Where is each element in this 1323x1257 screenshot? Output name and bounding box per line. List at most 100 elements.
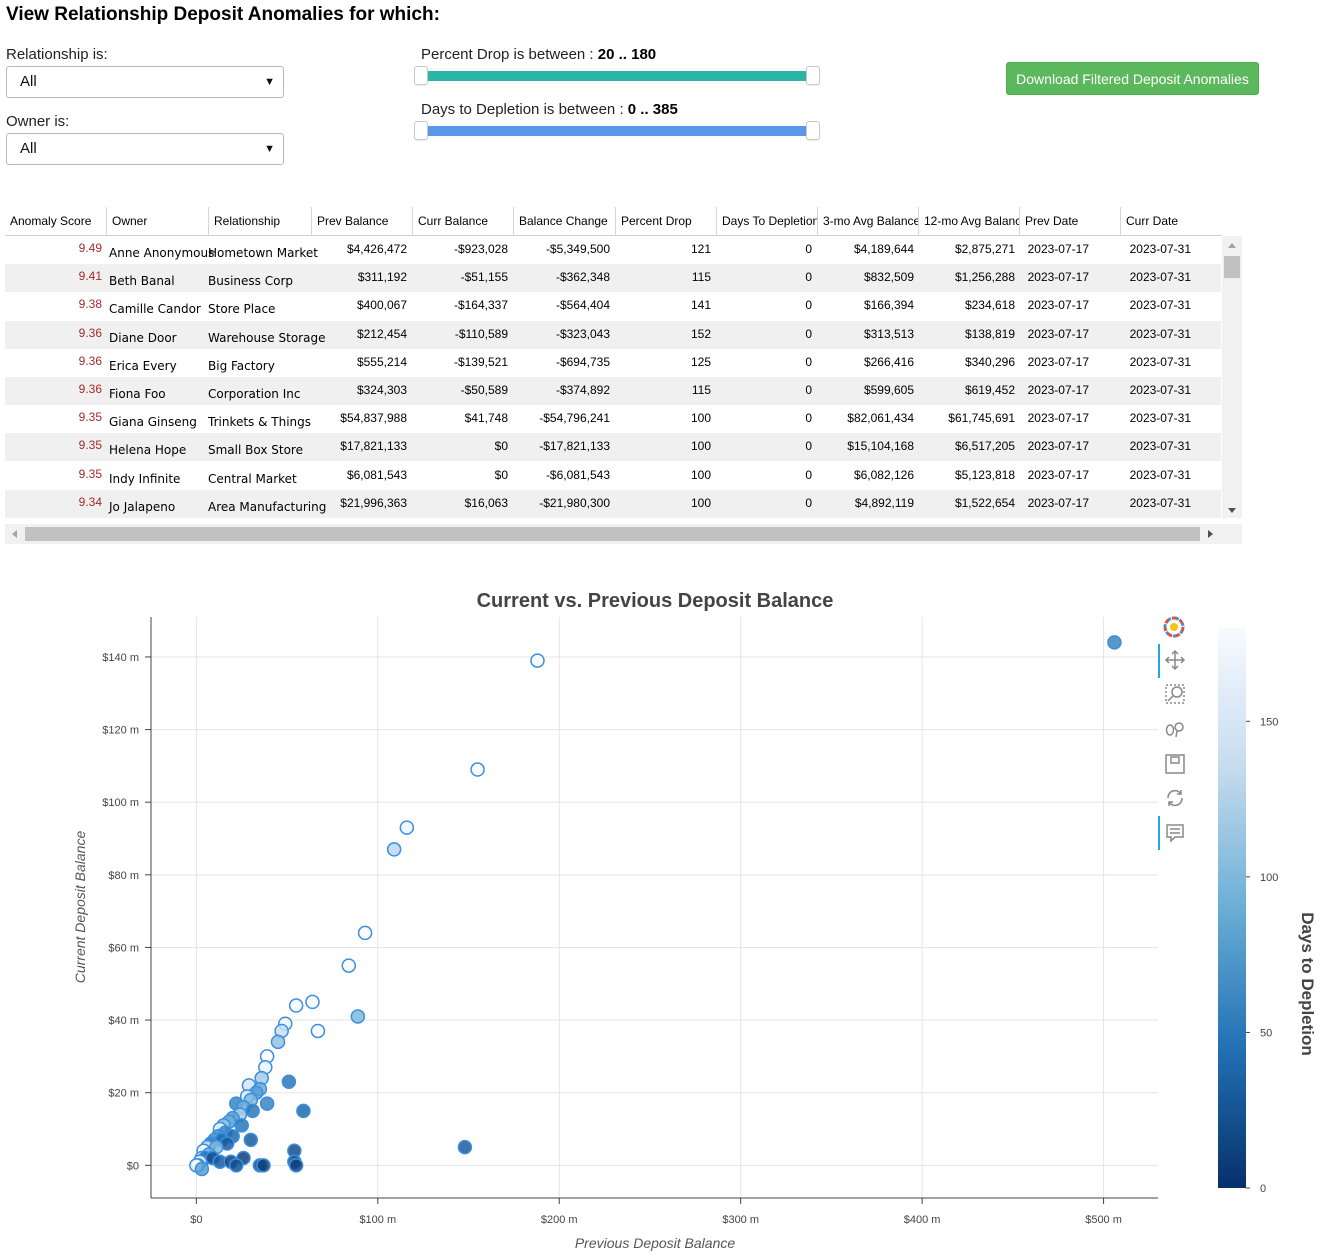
days-depletion-max-handle[interactable] bbox=[806, 121, 820, 140]
scatter-point[interactable] bbox=[310, 1023, 326, 1039]
cell-days-to-depletion: 0 bbox=[805, 270, 812, 285]
scroll-down-icon[interactable] bbox=[1228, 508, 1236, 513]
table-row[interactable]: 9.35 Indy Infinite Central Market $6,081,54… bbox=[5, 462, 1221, 490]
scatter-point[interactable] bbox=[281, 1074, 297, 1090]
scroll-up-icon[interactable] bbox=[1228, 243, 1236, 248]
cell-curr-date: 2023-07-31 bbox=[1129, 439, 1191, 454]
vertical-scroll-thumb[interactable] bbox=[1224, 256, 1240, 278]
scatter-point[interactable] bbox=[194, 1161, 210, 1177]
scatter-point[interactable] bbox=[1107, 635, 1122, 650]
column-header[interactable]: Relationship bbox=[208, 207, 311, 235]
percent-drop-slider[interactable] bbox=[414, 65, 822, 87]
column-header[interactable]: 3-mo Avg Balance bbox=[817, 207, 918, 235]
x-tick-label: $300 m bbox=[722, 1214, 759, 1226]
scatter-point[interactable] bbox=[530, 653, 545, 668]
scatter-point[interactable] bbox=[288, 998, 304, 1013]
column-header[interactable]: Curr Date bbox=[1120, 207, 1222, 235]
scatter-point[interactable] bbox=[470, 762, 485, 777]
save-icon[interactable] bbox=[1165, 754, 1185, 774]
scatter-point[interactable] bbox=[386, 842, 402, 857]
horizontal-scrollbar[interactable] bbox=[5, 524, 1242, 544]
table-row[interactable]: 9.36 Erica Every Big Factory $555,214 -$139,… bbox=[5, 349, 1221, 377]
cell-days-to-depletion: 0 bbox=[805, 354, 812, 369]
scatter-point[interactable] bbox=[305, 994, 320, 1010]
days-depletion-min-handle[interactable] bbox=[414, 121, 428, 140]
column-header[interactable]: Balance Change bbox=[513, 207, 615, 235]
days-depletion-slider[interactable] bbox=[414, 120, 822, 142]
scatter-point[interactable] bbox=[357, 925, 373, 941]
column-header[interactable]: Percent Drop bbox=[615, 207, 716, 235]
reset-icon[interactable] bbox=[1167, 789, 1183, 807]
cell-relationship: Central Market bbox=[208, 471, 297, 486]
scatter-point[interactable] bbox=[296, 1103, 311, 1119]
column-header[interactable]: Days To Depletion bbox=[716, 207, 817, 235]
wheel-zoom-icon[interactable] bbox=[1165, 722, 1184, 738]
bokeh-logo-icon[interactable] bbox=[1163, 616, 1185, 638]
scatter-point[interactable] bbox=[234, 1118, 249, 1133]
cell-prev-date: 2023-07-17 bbox=[1027, 495, 1089, 510]
percent-drop-min-handle[interactable] bbox=[414, 66, 428, 85]
cell-curr-date: 2023-07-31 bbox=[1129, 495, 1191, 510]
table-row[interactable]: 9.49 Anne Anonymous Hometown Market $4,426,… bbox=[5, 236, 1221, 264]
colorbar-ticks: 0 50 100 150 bbox=[1246, 716, 1278, 1195]
relationship-select[interactable]: All ▼ bbox=[6, 66, 284, 98]
scatter-point[interactable] bbox=[245, 1103, 260, 1119]
download-filtered-anomalies-button[interactable]: Download Filtered Deposit Anomalies bbox=[1006, 62, 1259, 95]
cell-curr-balance: $0 bbox=[494, 467, 508, 482]
cell-curr-date: 2023-07-31 bbox=[1129, 383, 1191, 397]
table-row[interactable]: 9.35 Helena Hope Small Box Store $17,821,13… bbox=[5, 433, 1221, 462]
scatter-point[interactable] bbox=[229, 1158, 244, 1173]
table-row[interactable]: 9.41 Beth Banal Business Corp $311,192 -$51,… bbox=[5, 264, 1221, 293]
table-row[interactable]: 9.34 Jo Jalapeno Area Manufacturing $21,996… bbox=[5, 489, 1221, 518]
cell-percent-drop: 100 bbox=[690, 495, 711, 510]
column-header[interactable]: Prev Balance bbox=[311, 207, 412, 235]
table-row[interactable]: 9.38 Camille Candor Store Place $400,067 -$1… bbox=[5, 292, 1221, 320]
plot-area[interactable] bbox=[151, 617, 1158, 1198]
cell-owner: Diane Door bbox=[109, 330, 177, 345]
horizontal-scroll-thumb[interactable] bbox=[25, 527, 1200, 541]
chart-toolbar bbox=[1158, 616, 1186, 850]
cell-curr-date: 2023-07-31 bbox=[1129, 270, 1191, 285]
x-axis-label: Previous Deposit Balance bbox=[575, 1235, 736, 1251]
cell-days-to-depletion: 0 bbox=[805, 495, 812, 510]
hover-tooltip-icon[interactable] bbox=[1166, 824, 1184, 843]
scatter-point[interactable] bbox=[341, 958, 357, 973]
cell-prev-balance: $324,303 bbox=[356, 383, 407, 397]
y-tick-label: $120 m bbox=[102, 725, 139, 737]
scatter-point[interactable] bbox=[243, 1132, 259, 1148]
scatter-point[interactable] bbox=[256, 1158, 271, 1173]
cell-prev-date: 2023-07-17 bbox=[1027, 270, 1089, 285]
cell-percent-drop: 115 bbox=[691, 383, 711, 397]
column-header[interactable]: Prev Date bbox=[1019, 207, 1120, 235]
table-row[interactable]: 9.35 Giana Ginseng Trinkets & Things $54,83… bbox=[5, 405, 1221, 433]
cell-balance-change: -$5,349,500 bbox=[545, 242, 610, 256]
cell-avg-12mo-balance: $1,522,654 bbox=[954, 495, 1015, 510]
table-row[interactable]: 9.36 Fiona Foo Corporation Inc $324,303 -$50… bbox=[5, 377, 1221, 405]
cell-curr-date: 2023-07-31 bbox=[1129, 467, 1191, 482]
scatter-point[interactable] bbox=[259, 1096, 275, 1111]
column-header[interactable]: 12-mo Avg Balance bbox=[918, 207, 1019, 235]
cell-balance-change: -$323,043 bbox=[555, 326, 610, 341]
vertical-scrollbar[interactable] bbox=[1222, 236, 1242, 518]
cell-owner: Anne Anonymous bbox=[109, 246, 215, 260]
box-zoom-icon[interactable] bbox=[1165, 684, 1185, 704]
owner-select[interactable]: All ▼ bbox=[6, 133, 284, 165]
cell-prev-date: 2023-07-17 bbox=[1027, 439, 1089, 454]
column-header[interactable]: Owner bbox=[106, 207, 208, 235]
scroll-left-icon[interactable] bbox=[12, 530, 17, 538]
table-row[interactable]: 9.36 Diane Door Warehouse Storage $212,454 -… bbox=[5, 320, 1221, 349]
scatter-point[interactable] bbox=[288, 1158, 304, 1173]
colorbar-tick-label: 150 bbox=[1260, 716, 1278, 728]
scatter-point[interactable] bbox=[457, 1139, 473, 1155]
column-header[interactable]: Curr Balance bbox=[412, 207, 513, 235]
percent-drop-max-handle[interactable] bbox=[806, 66, 820, 85]
scatter-point[interactable] bbox=[350, 1009, 366, 1024]
scroll-right-icon[interactable] bbox=[1208, 530, 1213, 538]
scatter-point[interactable] bbox=[399, 820, 415, 835]
scatter-point[interactable] bbox=[270, 1034, 286, 1050]
cell-prev-balance: $212,454 bbox=[356, 326, 407, 341]
days-depletion-label: Days to Depletion is between : 0 .. 385 bbox=[421, 101, 678, 118]
pan-icon[interactable] bbox=[1164, 649, 1186, 671]
cell-relationship: Trinkets & Things bbox=[208, 415, 312, 430]
column-header[interactable]: Anomaly Score bbox=[10, 214, 92, 228]
